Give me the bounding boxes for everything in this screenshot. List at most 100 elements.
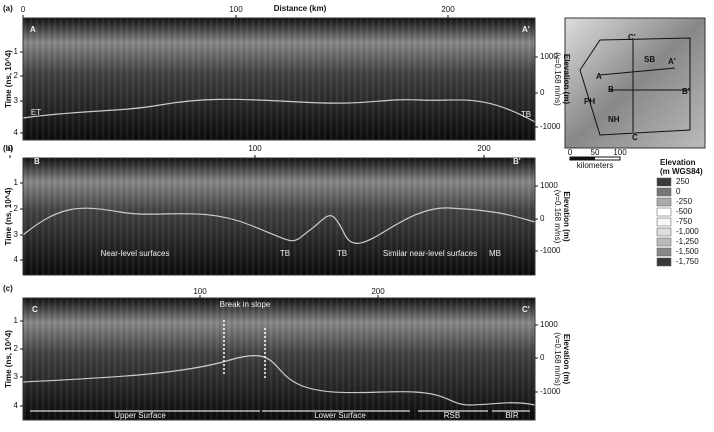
distance-tick-label: 200 [441, 5, 455, 14]
legend-label: -250 [676, 197, 693, 206]
profile-end-label: B' [513, 157, 521, 166]
map-label: C [632, 133, 638, 142]
velocity-label: (v=0.168 m/ns) [553, 190, 562, 244]
legend-swatch [656, 207, 672, 217]
elevation-tick-label: 0 [540, 88, 545, 97]
time-tick-label: 2 [14, 71, 19, 80]
legend-label: 0 [676, 187, 681, 196]
legend-label: -1,500 [676, 247, 699, 256]
time-tick-label: 3 [14, 96, 19, 105]
time-tick-label: 4 [14, 401, 19, 410]
time-axis-title: Time (ns, 10^4) [4, 50, 13, 108]
distance-tick-label: 100 [248, 144, 262, 153]
annotation: Similar near-level surfaces [383, 249, 477, 258]
bed-reflector [22, 98, 536, 123]
distance-tick-label: 100 [229, 5, 243, 14]
time-axis-title: Time (ns, 10^4) [4, 330, 13, 388]
legend-label: -750 [676, 217, 693, 226]
scale-unit: kilometers [577, 161, 613, 170]
elevation-tick-label: 1000 [540, 320, 558, 329]
distance-tick-label: 200 [477, 144, 491, 153]
elevation-axis-title: Elevation (m) [562, 54, 571, 105]
time-tick-label: 3 [14, 230, 19, 239]
annotation: ET [31, 108, 41, 117]
legend-swatch [656, 187, 672, 197]
time-tick-label: 2 [14, 344, 19, 353]
annotation: TB [337, 249, 347, 258]
panel-label: (b) [3, 144, 14, 153]
elevation-tick-label: 1000 [540, 181, 558, 190]
legend-label: 250 [676, 177, 690, 186]
annotation: MB [489, 249, 501, 258]
annotation: TB [521, 110, 531, 119]
elevation-tick-label: 0 [540, 353, 545, 362]
elevation-tick-label: -1000 [540, 122, 561, 131]
time-axis-title: Time (ns, 10^4) [4, 187, 13, 245]
map-label: B [608, 85, 614, 94]
profile-end-label: C [32, 305, 38, 314]
radargram-frame [22, 17, 536, 141]
elevation-tick-label: -1000 [540, 246, 561, 255]
panel-label: (a) [3, 4, 13, 13]
map-label: PH [584, 97, 595, 106]
legend-swatch [656, 227, 672, 237]
profile-end-label: B [34, 157, 40, 166]
elevation-tick-label: 0 [540, 214, 545, 223]
profile-end-label: A [30, 25, 36, 34]
legend-swatch [656, 237, 672, 247]
scale-label: 50 [591, 148, 600, 157]
time-tick-label: 4 [14, 128, 19, 137]
time-tick-label: 3 [14, 372, 19, 381]
annotation: Break in slope [220, 300, 271, 309]
legend-swatch [656, 257, 672, 267]
annotation: RSB [444, 411, 460, 420]
annotation: Near-level surfaces [101, 249, 170, 258]
time-tick-label: 4 [14, 255, 19, 264]
map-transect [599, 67, 676, 76]
time-tick-label: 2 [14, 204, 19, 213]
map-outline [579, 37, 691, 136]
radargram-frame [22, 297, 536, 421]
scale-label: 100 [613, 148, 627, 157]
map-label: B' [682, 87, 690, 96]
legend-swatch [656, 247, 672, 257]
panel-label: (c) [3, 284, 13, 293]
annotation: TB [280, 249, 290, 258]
legend-swatch [656, 217, 672, 227]
map-label: A [596, 72, 602, 81]
elevation-axis-title: Elevation (m) [562, 191, 571, 242]
elevation-axis-title: Elevation (m) [562, 334, 571, 385]
annotation: BIR [505, 411, 519, 420]
legend-label: -1,000 [676, 227, 699, 236]
scale-bar [569, 156, 621, 161]
bed-reflector [22, 207, 536, 244]
elevation-tick-label: -1000 [540, 387, 561, 396]
distance-axis-title: Distance (km) [274, 4, 327, 13]
radargram-texture [23, 298, 535, 420]
profile-end-label: C' [522, 305, 530, 314]
map-label: SB [644, 55, 655, 64]
legend-label: -500 [676, 207, 693, 216]
distance-tick-label: 0 [8, 144, 13, 153]
map-label: NH [608, 115, 620, 124]
legend-label: -1,750 [676, 257, 699, 266]
time-tick-label: 1 [14, 178, 19, 187]
radargram-texture [23, 18, 535, 140]
distance-tick-label: 0 [21, 5, 26, 14]
distance-tick-label: 200 [371, 287, 385, 296]
radargram-frame [22, 157, 536, 276]
annotation: Upper Surface [114, 411, 166, 420]
annotation: Lower Surface [314, 411, 366, 420]
velocity-label: (v=0.168 m/ns) [553, 332, 562, 386]
bed-reflector [22, 355, 536, 406]
time-tick-label: 1 [14, 47, 19, 56]
distance-tick-label: 100 [193, 287, 207, 296]
map-label: A' [668, 57, 676, 66]
elevation-tick-label: 1000 [540, 52, 558, 61]
legend-label: -1,250 [676, 237, 699, 246]
legend-title: (m WGS84) [660, 167, 703, 176]
scale-label: 0 [568, 148, 573, 157]
velocity-label: (v=0.168 m/ns) [553, 52, 562, 106]
profile-end-label: A' [522, 25, 530, 34]
